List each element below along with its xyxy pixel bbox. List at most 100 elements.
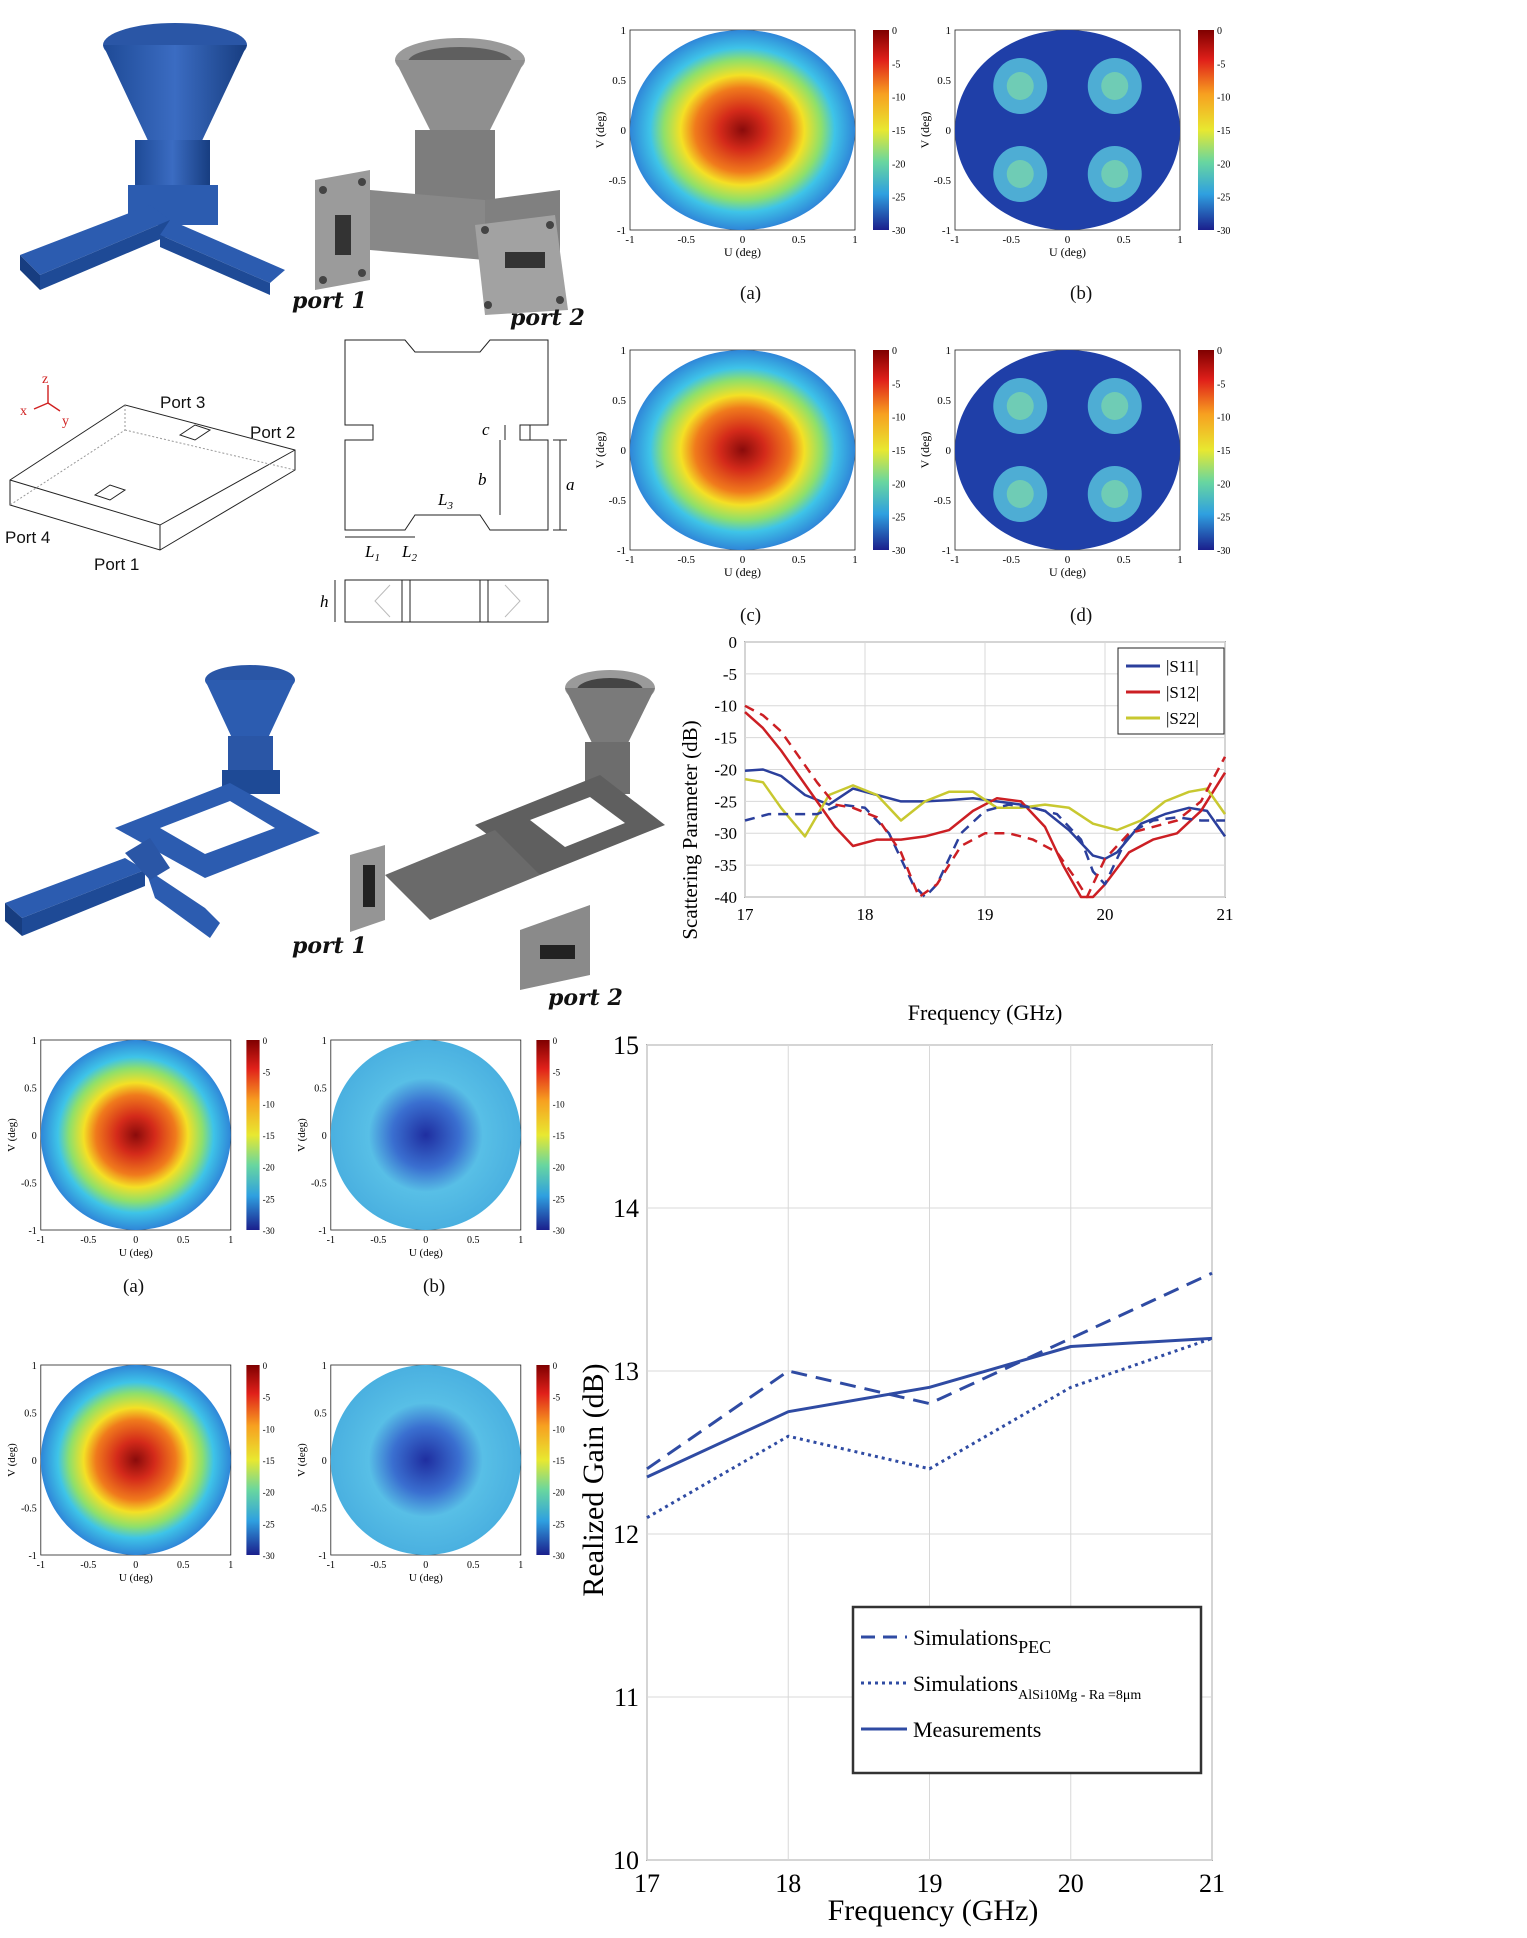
u-tick: -1	[37, 1560, 45, 1571]
colorbar-tick: -10	[553, 1099, 565, 1109]
colorbar-tick: -30	[553, 1226, 565, 1236]
y-tick-label: 0	[729, 633, 738, 652]
pattern-lobe-core	[1101, 392, 1129, 420]
v-tick: 1	[946, 25, 952, 37]
u-tick: 1	[852, 554, 858, 566]
u-tick: 0	[1065, 234, 1071, 246]
gain-chart-ylabel: Realized Gain (dB)	[577, 1363, 610, 1596]
dim-L3: L	[437, 490, 447, 509]
pattern-lobe-core	[1006, 480, 1034, 508]
colorbar-tick: -5	[553, 1068, 561, 1078]
u-tick: 0.5	[177, 1560, 190, 1571]
u-tick: -1	[327, 1235, 335, 1246]
s-chart-legend: |S11| |S12| |S22|	[1117, 647, 1225, 735]
pattern-plot-7: 0 -5 -10 -15 -20 -25 -30 -1-1 -0.5 -0.5 0 0 0.5 0.5 1 1…	[6, 1361, 275, 1584]
u-tick: 1	[518, 1560, 523, 1571]
colorbar-tick: -10	[892, 413, 905, 424]
svg-text:L1: L1	[364, 542, 380, 564]
u-tick: 1	[1177, 554, 1183, 566]
u-axis-label: U (deg)	[724, 245, 761, 259]
v-tick: -0.5	[21, 1504, 37, 1515]
v-axis-label: V (deg)	[296, 1443, 308, 1477]
top-port1-label: port 1	[292, 288, 367, 314]
v-axis-label: V (deg)	[593, 112, 607, 149]
colorbar-tick: -5	[1217, 59, 1225, 70]
colorbar-tick: 0	[263, 1361, 268, 1371]
colorbar-tick: -5	[553, 1393, 561, 1403]
colorbar-tick: 0	[892, 346, 897, 357]
y-tick-label: 14	[613, 1194, 639, 1223]
u-tick: -1	[950, 554, 959, 566]
v-tick: 0.5	[24, 1409, 37, 1420]
u-axis-label: U (deg)	[409, 1572, 443, 1584]
x-tick-label: 20	[1058, 1869, 1084, 1898]
colorbar-tick: -15	[553, 1456, 565, 1466]
dim-h: h	[320, 592, 329, 611]
v-tick: -1	[318, 1226, 326, 1237]
x-tick-label: 21	[1199, 1869, 1225, 1898]
colorbar-tick: -10	[263, 1424, 275, 1434]
bottom-port1-label: port 1	[292, 933, 367, 959]
bottom-port2-label: port 2	[548, 985, 623, 1011]
v-tick: -1	[942, 225, 951, 237]
colorbar	[1198, 30, 1214, 230]
colorbar-tick: -25	[1217, 193, 1230, 204]
y-tick-label: -5	[723, 665, 737, 684]
top-grey-model	[315, 38, 568, 315]
bottom-panel-b-label: (b)	[423, 1276, 446, 1297]
axis-y-label: y	[62, 414, 69, 429]
v-tick: 0	[322, 1131, 327, 1142]
u-tick: 1	[228, 1560, 233, 1571]
gain-chart-legend: SimulationsPEC SimulationsAlSi10Mg - Ra =…	[851, 1605, 1203, 1775]
pattern-disk	[40, 1365, 231, 1555]
colorbar-tick: -20	[263, 1488, 275, 1498]
schematic-port3: Port 3	[160, 393, 206, 412]
pattern-disk	[330, 1040, 521, 1230]
schematic-port1: Port 1	[94, 555, 140, 574]
v-axis-label: V (deg)	[6, 1443, 18, 1477]
v-tick: 0	[32, 1456, 37, 1467]
u-tick: -1	[327, 1560, 335, 1571]
gain-chart-xlabel: Frequency (GHz)	[828, 1894, 1039, 1927]
colorbar-tick: 0	[263, 1036, 268, 1046]
colorbar-tick: -10	[1217, 93, 1230, 104]
pattern-lobe-core	[1006, 392, 1034, 420]
y-tick-label: 15	[613, 1031, 639, 1060]
schematic-port2: Port 2	[250, 423, 296, 442]
u-tick: 0.5	[467, 1235, 480, 1246]
v-tick: 0.5	[937, 75, 951, 87]
colorbar-tick: -20	[553, 1488, 565, 1498]
bottom-panel-a-label: (a)	[123, 1276, 145, 1297]
v-axis-label: V (deg)	[296, 1118, 308, 1152]
colorbar-tick: 0	[892, 26, 897, 37]
u-tick: 1	[1177, 234, 1183, 246]
colorbar-tick: -30	[553, 1551, 565, 1561]
v-tick: -0.5	[609, 175, 627, 187]
x-tick-label: 18	[775, 1869, 801, 1898]
v-tick: -0.5	[21, 1179, 37, 1190]
series-line-1	[744, 768, 1227, 861]
colorbar-tick: -25	[263, 1519, 275, 1529]
u-tick: 0	[740, 554, 746, 566]
y-tick-label: -15	[714, 729, 737, 748]
u-tick: 0	[740, 234, 746, 246]
colorbar-tick: -30	[1217, 226, 1230, 237]
colorbar-tick: -20	[1217, 159, 1230, 170]
pattern-plot-3: 0 -5 -10 -15 -20 -25 -30 -1-1 -0.5 -0.5 0 0 0.5 0.5 1 1…	[593, 345, 905, 579]
u-axis-label: U (deg)	[119, 1572, 153, 1584]
u-tick: -0.5	[678, 234, 696, 246]
colorbar	[536, 1365, 550, 1555]
v-tick: -0.5	[934, 175, 952, 187]
v-tick: 0.5	[314, 1084, 327, 1095]
colorbar-tick: -15	[892, 446, 905, 457]
v-tick: 0.5	[937, 395, 951, 407]
series-line-2	[744, 711, 1227, 899]
pattern-plot-4: 0 -5 -10 -15 -20 -25 -30 -1-1 -0.5 -0.5 0 0 0.5 0.5 1 1…	[918, 345, 1230, 579]
u-tick: 0.5	[792, 234, 806, 246]
y-tick-label: 10	[613, 1846, 639, 1875]
v-tick: -1	[942, 545, 951, 557]
legend-label: SimulationsPEC	[913, 1625, 1051, 1657]
x-tick-label: 18	[857, 905, 874, 924]
top-blue-model	[20, 23, 285, 295]
pattern-plot-2: 0 -5 -10 -15 -20 -25 -30 -1-1 -0.5 -0.5 0 0 0.5 0.5 1 1…	[918, 25, 1230, 259]
